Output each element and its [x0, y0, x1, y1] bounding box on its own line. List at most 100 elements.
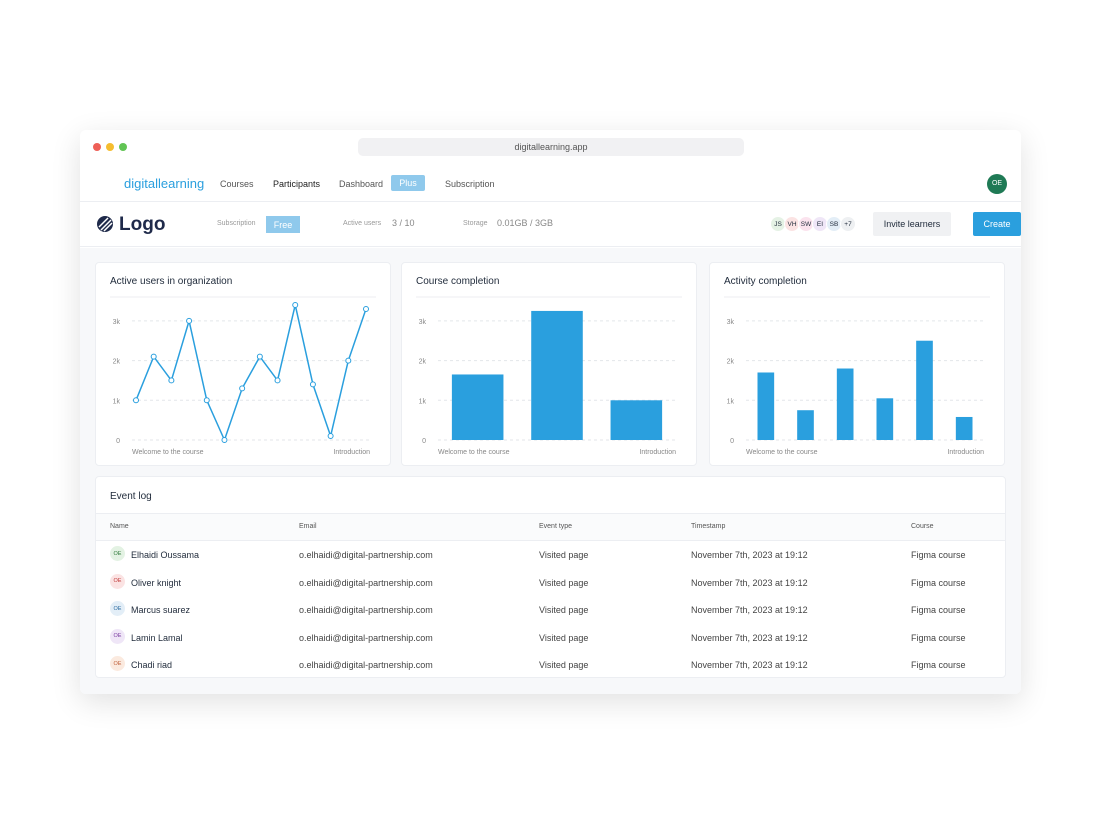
- column-header: Timestamp: [691, 523, 726, 530]
- bar: [916, 340, 933, 440]
- row-avatar: OE: [110, 546, 125, 561]
- bar: [876, 398, 894, 440]
- row-cell: Visited page: [539, 660, 589, 670]
- row-cell: Figma course: [911, 550, 966, 560]
- chart-title: Active users in organization: [110, 276, 232, 287]
- bar: [797, 410, 814, 440]
- point: [239, 385, 246, 392]
- point: [292, 301, 299, 308]
- table-header: [96, 513, 1005, 541]
- address-bar[interactable]: digitallearning.app: [358, 138, 744, 156]
- plus-text: Plus: [399, 178, 417, 188]
- row-cell: Visited page: [539, 605, 589, 615]
- y-tick-label: 3k: [419, 319, 427, 326]
- nav-item[interactable]: Dashboard: [339, 179, 384, 189]
- url: digitallearning.app: [514, 142, 588, 152]
- invite-button[interactable]: Invite learners: [873, 212, 951, 236]
- bar: [757, 372, 775, 440]
- create-button[interactable]: Create: [973, 212, 1021, 236]
- row-cell: Visited page: [539, 577, 589, 588]
- y-tick-label: 1k: [419, 398, 427, 405]
- brand[interactable]: digitallearning: [124, 176, 205, 191]
- table-row[interactable]: OE Oliver knight o.elhaidi@digital-partner…: [96, 569, 1005, 596]
- y-tick-label: 2k: [727, 359, 735, 366]
- row-cell: o.elhaidi@digital-partnership.com: [299, 605, 433, 615]
- chart-card: Activity completion 0 1k 2k 3k Welcome to the…: [709, 262, 1005, 466]
- row-cell: Figma course: [911, 577, 966, 588]
- logo-icon: [97, 216, 113, 232]
- row-cell: November 7th, 2023 at 19:12: [691, 605, 808, 615]
- line: [135, 304, 367, 443]
- chart-card: Active users in organization 0 1k 2k 3k Welco…: [95, 262, 391, 466]
- bar: [955, 416, 973, 440]
- point: [133, 397, 139, 404]
- member-avatar: VH: [784, 216, 800, 232]
- row-cell: o.elhaidi@digital-partnership.com: [299, 577, 433, 588]
- y-tick-label: 2k: [419, 359, 427, 366]
- maximize-button[interactable]: [119, 143, 127, 151]
- table-row[interactable]: OE Marcus suarez o.elhaidi@digital-partner…: [96, 596, 1005, 623]
- nav-subscription[interactable]: Subscription: [445, 179, 495, 189]
- nav-item[interactable]: Courses: [220, 179, 254, 189]
- y-tick-label: 2k: [113, 359, 121, 366]
- storage-label: Storage: [463, 220, 488, 227]
- column-header: Name: [110, 523, 129, 530]
- more-members: +7: [840, 216, 856, 232]
- table-row[interactable]: OE Lamin Lamal o.elhaidi@digital-partnersh…: [96, 624, 1005, 651]
- y-tick-label: 3k: [727, 319, 735, 326]
- point: [168, 377, 175, 384]
- plan-badge: Free: [266, 216, 300, 233]
- chart: Course completion 0 1k 2k 3k Welcome to the c…: [416, 276, 682, 456]
- row-cell: November 7th, 2023 at 19:12: [691, 550, 808, 560]
- y-tick-label: 3k: [113, 319, 121, 326]
- table-row[interactable]: OE Chadi riad o.elhaidi@digital-partnershi…: [96, 651, 1005, 678]
- point: [309, 381, 316, 388]
- row-cell: November 7th, 2023 at 19:12: [691, 660, 808, 670]
- column-header: Event type: [539, 523, 573, 530]
- event-log: Event log Name Email Event type Timestamp Co…: [95, 476, 1006, 678]
- point: [274, 377, 281, 384]
- chart-card: Course completion 0 1k 2k 3k Welcome to the c…: [401, 262, 697, 466]
- content: Active users in organization 0 1k 2k 3k Welco…: [80, 248, 1021, 694]
- subscription-label: Subscription: [217, 220, 256, 227]
- row-name: Lamin Lamal: [131, 632, 183, 643]
- column-header: Course: [911, 523, 934, 530]
- point: [203, 397, 210, 404]
- column-header: Email: [299, 523, 317, 530]
- point: [256, 353, 263, 360]
- row-name: Oliver knight: [131, 577, 182, 588]
- user-avatar[interactable]: OE: [987, 174, 1007, 194]
- invite-text: Invite learners: [883, 219, 941, 229]
- user-initials: OE: [991, 180, 1003, 187]
- plus-badge[interactable]: Plus: [391, 175, 425, 191]
- y-tick-label: 0: [422, 438, 426, 445]
- x-tick-label: Welcome to the course: [746, 449, 818, 456]
- x-tick-label: Introduction: [947, 449, 984, 456]
- point: [327, 433, 334, 440]
- bar: [451, 374, 504, 440]
- bar: [610, 400, 663, 440]
- point: [345, 357, 352, 364]
- y-tick-label: 1k: [727, 398, 735, 405]
- title-bar: digitallearning.app: [80, 130, 1021, 164]
- row-cell: Visited page: [539, 632, 589, 643]
- nav-item[interactable]: Participants: [273, 179, 321, 189]
- row-name: Chadi riad: [131, 660, 173, 670]
- point: [186, 317, 193, 324]
- close-button[interactable]: [93, 143, 101, 151]
- row-cell: o.elhaidi@digital-partnership.com: [299, 632, 433, 643]
- y-tick-label: 1k: [113, 398, 121, 405]
- row-cell: November 7th, 2023 at 19:12: [691, 577, 808, 588]
- browser-window: digitallearning.app digitallearning Cour…: [80, 130, 1021, 694]
- row-avatar: OE: [110, 573, 125, 589]
- chart: Active users in organization 0 1k 2k 3k Welco…: [110, 276, 376, 456]
- table-row[interactable]: OE Elhaidi Oussama o.elhaidi@digital-partn…: [96, 541, 1005, 568]
- minimize-button[interactable]: [106, 143, 114, 151]
- nav-bar: digitallearning Courses Participants Dashb…: [80, 164, 1021, 202]
- x-tick-label: Introduction: [639, 449, 676, 456]
- point: [363, 305, 369, 312]
- event-log-title: Event log: [110, 491, 152, 502]
- row-cell: o.elhaidi@digital-partnership.com: [299, 660, 433, 670]
- x-tick-label: Introduction: [333, 449, 370, 456]
